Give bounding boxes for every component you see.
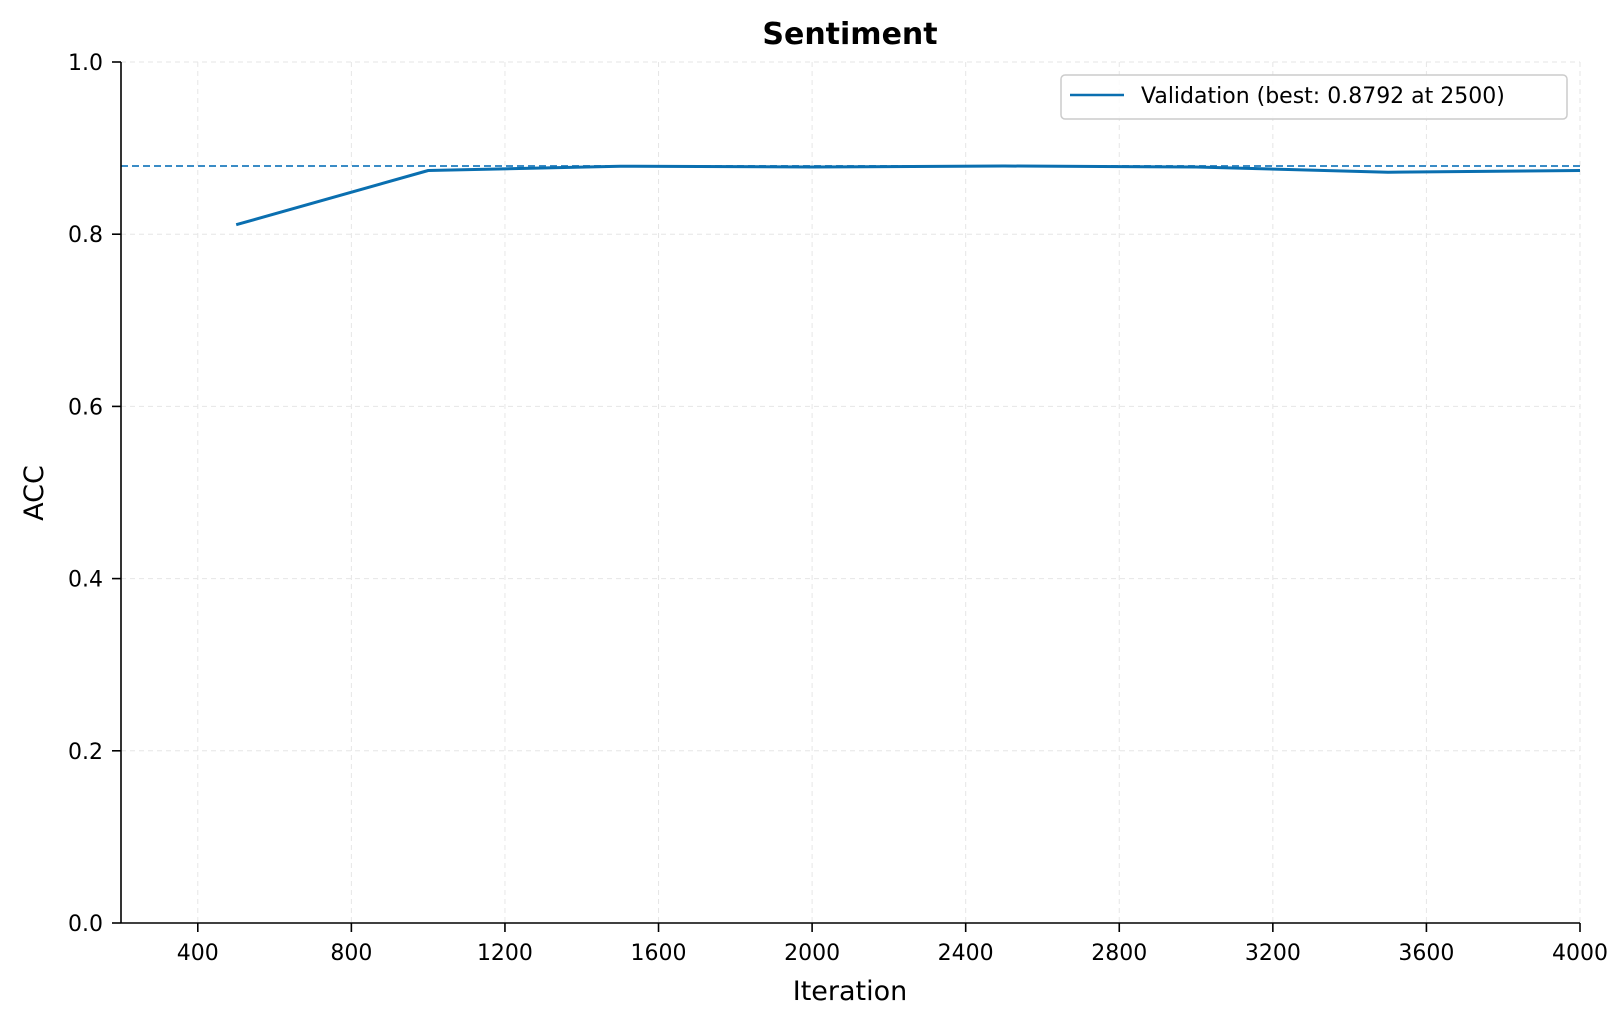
y-ticks: 0.0 0.2 0.4 0.6 0.8 1.0 — [68, 51, 121, 937]
x-axis-label: Iteration — [793, 976, 908, 1007]
legend-box — [1060, 74, 1568, 120]
series-line-validation — [235, 164, 1581, 227]
x-tick-label: 1200 — [477, 941, 533, 966]
x-tick-label: 2800 — [1091, 941, 1147, 966]
x-tick-label: 3600 — [1398, 941, 1454, 966]
grid-lines — [121, 61, 1581, 924]
axes — [120, 62, 1580, 924]
y-axis-label: ACC — [19, 465, 50, 521]
y-tick-label: 0.6 — [68, 395, 103, 420]
legend: Validation (best: 0.8792 at 2500) — [1060, 74, 1568, 120]
y-tick-label: 0.4 — [68, 568, 103, 593]
y-tick-label: 0.8 — [68, 223, 103, 248]
x-tick-label: 1600 — [631, 941, 687, 966]
x-ticks: 400 800 1200 1600 2000 2400 2800 3200 3600 4000 — [177, 923, 1608, 966]
y-tick-label: 0.2 — [68, 740, 103, 765]
x-tick-label: 2000 — [784, 941, 840, 966]
x-tick-label: 400 — [177, 941, 219, 966]
y-tick-label: 0.0 — [68, 912, 103, 937]
x-tick-label: 4000 — [1552, 941, 1608, 966]
x-tick-label: 800 — [330, 941, 372, 966]
series-group — [235, 164, 1581, 227]
chart-title: Sentiment — [762, 17, 937, 52]
legend-label: Validation (best: 0.8792 at 2500) — [1141, 84, 1505, 109]
x-tick-label: 3200 — [1245, 941, 1301, 966]
x-tick-label: 2400 — [938, 941, 994, 966]
y-tick-label: 1.0 — [68, 51, 103, 76]
